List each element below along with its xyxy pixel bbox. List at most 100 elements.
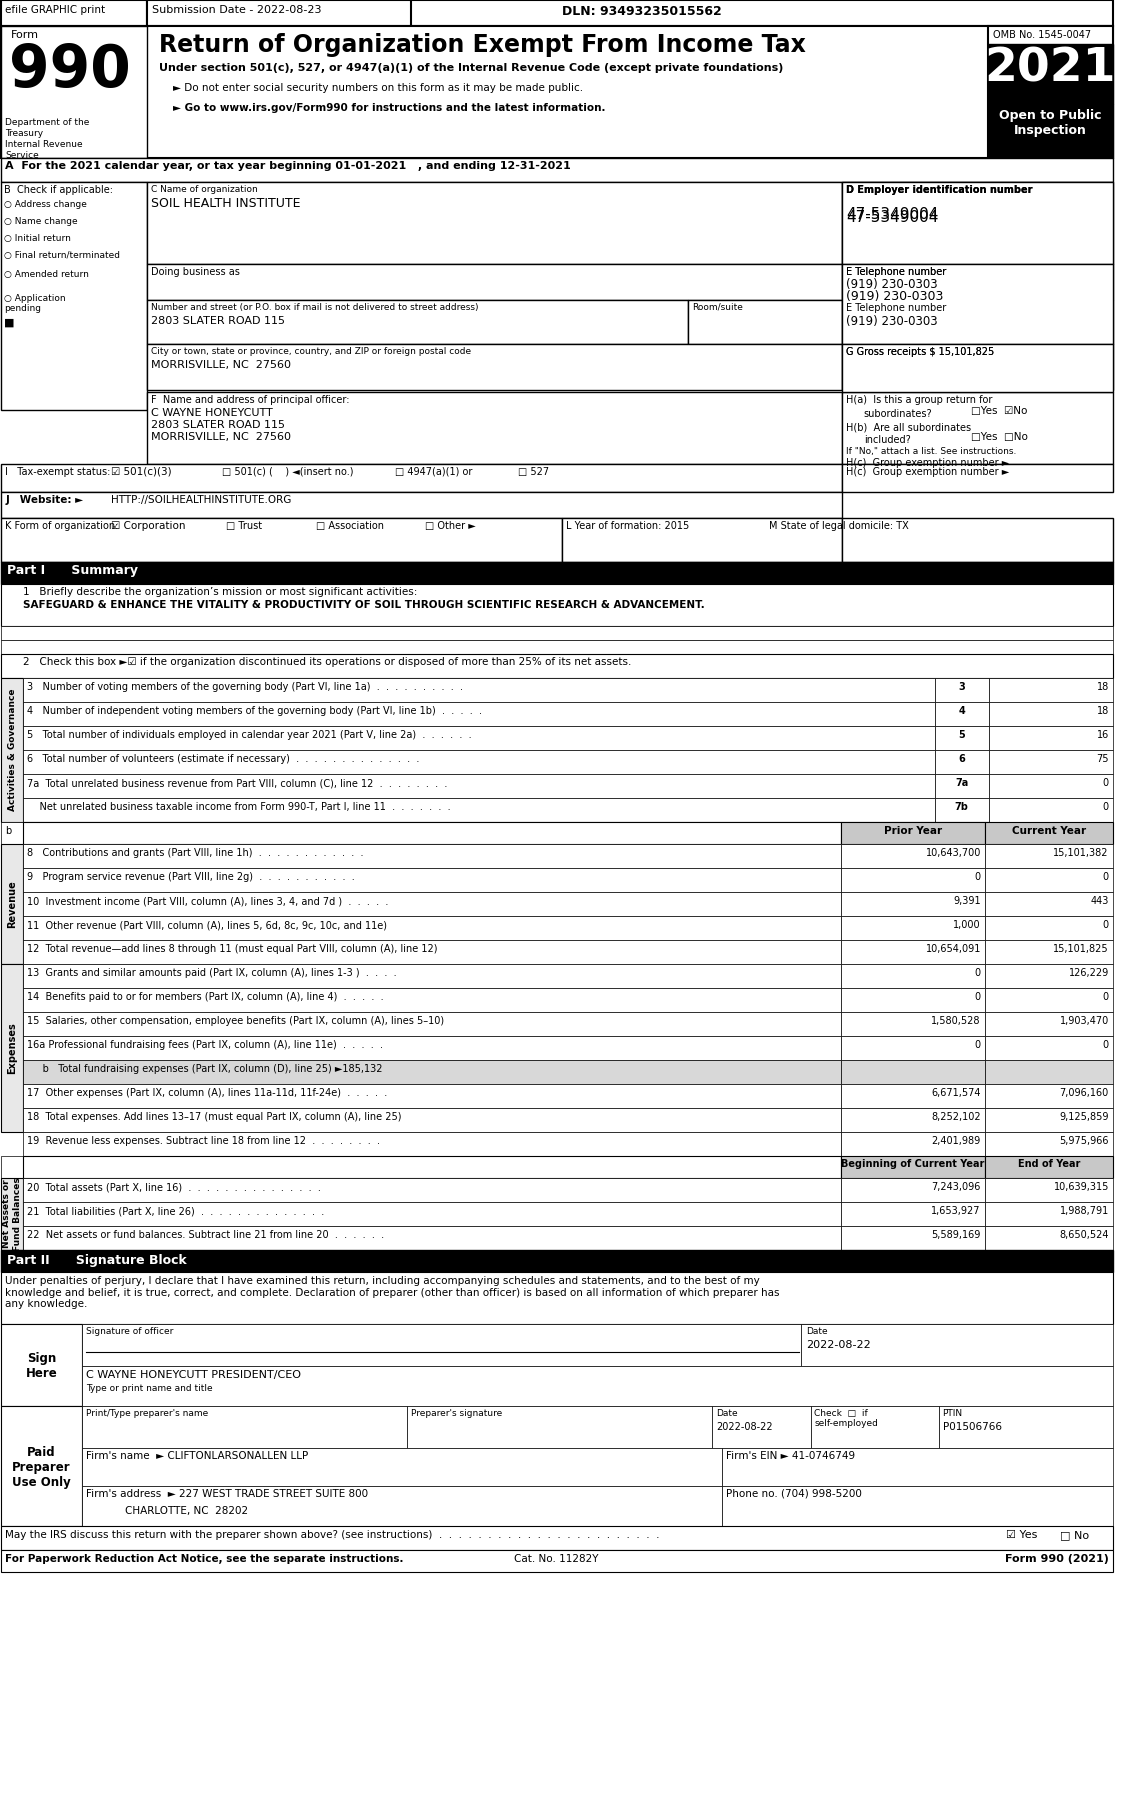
Text: 5,975,966: 5,975,966: [1059, 1136, 1109, 1146]
Text: H(c)  Group exemption number ►: H(c) Group exemption number ►: [846, 466, 1009, 477]
Text: ☑ 501(c)(3): ☑ 501(c)(3): [112, 466, 172, 477]
Text: □Yes  ☑No: □Yes ☑No: [971, 406, 1027, 415]
Text: 1,903,470: 1,903,470: [1060, 1016, 1109, 1027]
Bar: [23, 822, 841, 844]
Bar: [712, 1406, 811, 1448]
Text: Paid
Preparer
Use Only: Paid Preparer Use Only: [12, 1446, 71, 1489]
Text: A  For the 2021 calendar year, or tax year beginning 01-01-2021   , and ending 1: A For the 2021 calendar year, or tax yea…: [6, 161, 571, 171]
Text: Current Year: Current Year: [1012, 825, 1086, 836]
Text: 13  Grants and similar amounts paid (Part IX, column (A), lines 1-3 )  .  .  .  : 13 Grants and similar amounts paid (Part…: [27, 969, 396, 978]
Text: 7a  Total unrelated business revenue from Part VIII, column (C), line 12  .  .  : 7a Total unrelated business revenue from…: [27, 778, 447, 787]
Bar: [842, 345, 1113, 392]
Text: 3: 3: [959, 682, 965, 691]
Text: 6,671,574: 6,671,574: [931, 1088, 981, 1097]
Text: Revenue: Revenue: [7, 880, 17, 929]
Bar: [1, 584, 1113, 626]
Text: 443: 443: [1091, 896, 1109, 905]
Bar: [1, 492, 842, 519]
Bar: [935, 678, 989, 702]
Text: 126,229: 126,229: [1069, 969, 1109, 978]
Text: Number and street (or P.O. box if mail is not delivered to street address): Number and street (or P.O. box if mail i…: [151, 303, 479, 312]
Bar: [841, 940, 984, 963]
Text: 20  Total assets (Part X, line 16)  .  .  .  .  .  .  .  .  .  .  .  .  .  .  .: 20 Total assets (Part X, line 16) . . . …: [27, 1183, 321, 1192]
Text: □ 527: □ 527: [518, 466, 549, 477]
Text: 47-5349004: 47-5349004: [846, 210, 938, 225]
Bar: [1, 1177, 23, 1250]
Bar: [82, 1366, 1113, 1406]
Text: 0: 0: [974, 1039, 981, 1050]
Bar: [842, 181, 1113, 265]
Bar: [82, 1406, 406, 1448]
Bar: [989, 702, 1113, 726]
Bar: [1, 464, 842, 492]
Text: (919) 230-0303: (919) 230-0303: [846, 278, 937, 290]
Bar: [800, 1324, 1113, 1366]
Text: 14  Benefits paid to or for members (Part IX, column (A), line 4)  .  .  .  .  .: 14 Benefits paid to or for members (Part…: [27, 992, 384, 1001]
Bar: [841, 1108, 984, 1132]
Bar: [989, 775, 1113, 798]
Bar: [811, 1406, 938, 1448]
Text: Check  □  if
self-employed: Check □ if self-employed: [814, 1409, 878, 1428]
Text: C WAYNE HONEYCUTT PRESIDENT/CEO: C WAYNE HONEYCUTT PRESIDENT/CEO: [86, 1370, 300, 1380]
Bar: [988, 25, 1113, 158]
Text: Internal Revenue: Internal Revenue: [6, 140, 82, 149]
Bar: [984, 1226, 1113, 1250]
Text: 15,101,825: 15,101,825: [1053, 943, 1109, 954]
Bar: [23, 892, 841, 916]
Bar: [23, 1036, 841, 1059]
Bar: [23, 916, 841, 940]
Bar: [23, 844, 841, 869]
Text: Open to Public
Inspection: Open to Public Inspection: [998, 109, 1101, 138]
Bar: [1, 181, 147, 410]
Bar: [984, 869, 1113, 892]
Bar: [689, 299, 842, 345]
Text: 7a: 7a: [955, 778, 969, 787]
Bar: [1, 25, 1113, 158]
Bar: [147, 345, 842, 390]
Text: 0: 0: [1103, 802, 1109, 813]
Text: 16a Professional fundraising fees (Part IX, column (A), line 11e)  .  .  .  .  .: 16a Professional fundraising fees (Part …: [27, 1039, 383, 1050]
Text: □Yes  □No: □Yes □No: [971, 432, 1027, 443]
Text: 2803 SLATER ROAD 115: 2803 SLATER ROAD 115: [151, 421, 285, 430]
Text: Treasury: Treasury: [6, 129, 43, 138]
Bar: [984, 1059, 1113, 1085]
Text: ☑ Corporation: ☑ Corporation: [112, 521, 186, 532]
Bar: [1, 1406, 82, 1526]
Bar: [23, 798, 935, 822]
Text: 9,125,859: 9,125,859: [1059, 1112, 1109, 1123]
Text: Service: Service: [6, 151, 38, 160]
Text: Doing business as: Doing business as: [151, 267, 239, 278]
Text: G Gross receipts $ 15,101,825: G Gross receipts $ 15,101,825: [846, 346, 995, 357]
Text: Net unrelated business taxable income from Form 990-T, Part I, line 11  .  .  . : Net unrelated business taxable income fr…: [27, 802, 450, 813]
Bar: [147, 392, 842, 464]
Text: DLN: 93493235015562: DLN: 93493235015562: [562, 5, 723, 18]
Bar: [147, 265, 842, 299]
Text: 2803 SLATER ROAD 115: 2803 SLATER ROAD 115: [151, 316, 285, 327]
Text: D Employer identification number: D Employer identification number: [846, 185, 1033, 194]
Text: 1,000: 1,000: [953, 920, 981, 931]
Text: Return of Organization Exempt From Income Tax: Return of Organization Exempt From Incom…: [159, 33, 806, 56]
Bar: [984, 1108, 1113, 1132]
Bar: [721, 1486, 1113, 1526]
Text: 18: 18: [1096, 682, 1109, 691]
Bar: [23, 1156, 841, 1177]
Text: 1,988,791: 1,988,791: [1060, 1206, 1109, 1215]
Bar: [989, 798, 1113, 822]
Bar: [841, 1177, 984, 1203]
Text: 2021: 2021: [984, 47, 1115, 93]
Text: 10,643,700: 10,643,700: [926, 847, 981, 858]
Text: D Employer identification number: D Employer identification number: [846, 185, 1033, 194]
Text: HTTP://SOILHEALTHINSTITUTE.ORG: HTTP://SOILHEALTHINSTITUTE.ORG: [112, 495, 291, 504]
Text: 2022-08-22: 2022-08-22: [806, 1341, 872, 1350]
Bar: [147, 0, 411, 25]
Text: CHARLOTTE, NC  28202: CHARLOTTE, NC 28202: [86, 1506, 248, 1517]
Bar: [842, 392, 1113, 464]
Text: ○ Final return/terminated: ○ Final return/terminated: [5, 250, 120, 259]
Bar: [988, 103, 1113, 158]
Text: ○ Amended return: ○ Amended return: [5, 270, 89, 279]
Text: efile GRAPHIC print: efile GRAPHIC print: [6, 5, 105, 15]
Bar: [1, 822, 23, 844]
Text: 7b: 7b: [955, 802, 969, 813]
Bar: [841, 1012, 984, 1036]
Bar: [82, 1448, 721, 1486]
